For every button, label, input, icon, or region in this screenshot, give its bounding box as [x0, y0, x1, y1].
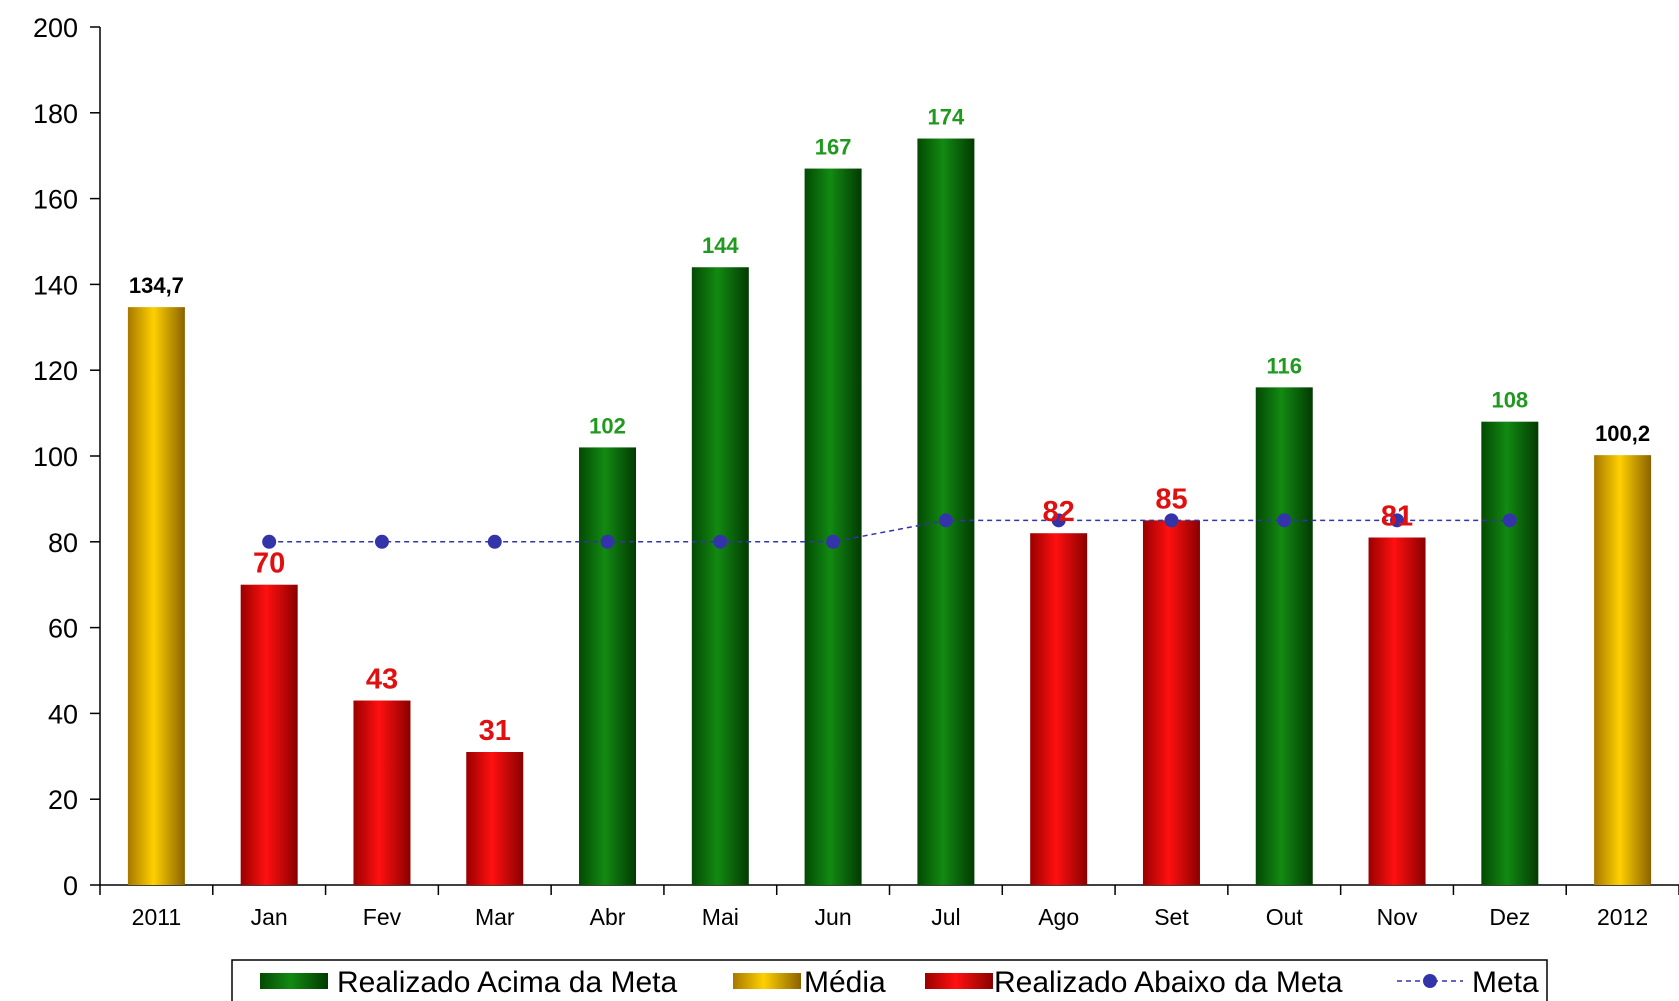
- bar-media: [1594, 455, 1652, 885]
- meta-point: [1502, 513, 1517, 528]
- bar-below: [1142, 520, 1200, 885]
- y-tick-label: 160: [33, 185, 78, 215]
- bar-below: [353, 700, 411, 885]
- meta-point: [1164, 513, 1179, 528]
- x-tick-label: Dez: [1489, 904, 1530, 930]
- meta-point: [1051, 513, 1066, 528]
- meta-point: [1390, 513, 1405, 528]
- bar-media: [127, 307, 185, 886]
- x-tick-label: Ago: [1038, 904, 1079, 930]
- y-tick-label: 100: [33, 442, 78, 472]
- bar-below: [1030, 533, 1088, 885]
- x-tick-label: Out: [1266, 904, 1304, 930]
- meta-point: [487, 534, 502, 549]
- x-tick-label: Mar: [475, 904, 515, 930]
- y-tick-label: 80: [48, 528, 78, 558]
- bar-above: [917, 138, 975, 886]
- y-tick-label: 120: [33, 356, 78, 386]
- legend-label: Realizado Acima da Meta: [337, 966, 677, 999]
- x-tick-label: 2012: [1597, 904, 1648, 930]
- legend-label: Média: [804, 966, 886, 999]
- meta-point: [1277, 513, 1292, 528]
- y-tick-label: 0: [63, 871, 78, 901]
- legend-box: [231, 959, 1548, 1001]
- x-tick-label: Nov: [1377, 904, 1418, 930]
- data-label: 144: [702, 233, 739, 258]
- x-tick-label: Jan: [251, 904, 288, 930]
- x-tick-label: Jul: [931, 904, 960, 930]
- legend-swatch-above: [260, 973, 328, 989]
- meta-point: [262, 534, 277, 549]
- data-label: 167: [815, 135, 852, 160]
- bar-above: [1255, 387, 1313, 885]
- bars: [127, 138, 1652, 886]
- y-tick-label: 40: [48, 699, 78, 729]
- meta-line-path: [269, 519, 1510, 543]
- data-label: 100,2: [1595, 421, 1650, 446]
- legend-label: Meta: [1472, 966, 1539, 999]
- data-label: 81: [1381, 501, 1413, 533]
- meta-point: [600, 534, 615, 549]
- bar-above: [691, 267, 749, 885]
- bar-below: [1368, 537, 1426, 885]
- meta-point: [826, 534, 841, 549]
- x-tick-label: 2011: [132, 904, 181, 930]
- data-label: 108: [1491, 388, 1528, 413]
- legend-swatch-media: [733, 973, 801, 989]
- y-tick-label: 140: [33, 270, 78, 300]
- legend-swatch-below: [925, 973, 993, 989]
- meta-line: [262, 513, 1517, 549]
- y-tick-label: 180: [33, 99, 78, 129]
- legend: Realizado Acima da Meta Média Realizado Ab…: [231, 959, 1548, 1001]
- bar-below: [240, 584, 298, 885]
- data-label: 70: [253, 548, 285, 580]
- x-tick-label: Set: [1154, 904, 1189, 930]
- meta-point: [938, 513, 953, 528]
- x-tick-label: Abr: [590, 904, 626, 930]
- meta-point: [374, 534, 389, 549]
- legend-label: Realizado Abaixo da Meta: [994, 966, 1343, 999]
- data-label: 82: [1043, 496, 1075, 528]
- x-tick-label: Fev: [363, 904, 402, 930]
- data-label: 31: [479, 715, 511, 747]
- y-tick-label: 60: [48, 614, 78, 644]
- data-label: 174: [928, 105, 965, 130]
- y-tick-label: 200: [33, 13, 78, 43]
- bar-above: [579, 447, 637, 885]
- legend-swatch-meta-point: [1423, 974, 1437, 988]
- data-labels: 134,7 70 43 31 102 144 167 174 82 85 116 81 108 100,2: [129, 105, 1650, 747]
- axes: 0 20 40 60 80 100 120 140 160 180 200 2011 Jan Fev Mar…: [33, 13, 1679, 930]
- meta-point: [713, 534, 728, 549]
- data-label: 43: [366, 664, 398, 696]
- bar-above: [804, 168, 862, 885]
- data-label: 102: [589, 413, 626, 438]
- bar-below: [466, 752, 524, 885]
- bar-above: [1481, 421, 1539, 885]
- data-label: 116: [1267, 353, 1303, 378]
- data-label: 85: [1155, 483, 1187, 515]
- x-tick-label: Jun: [815, 904, 852, 930]
- x-tick-label: Mai: [702, 904, 739, 930]
- data-label: 134,7: [129, 273, 184, 298]
- y-tick-label: 20: [48, 785, 78, 815]
